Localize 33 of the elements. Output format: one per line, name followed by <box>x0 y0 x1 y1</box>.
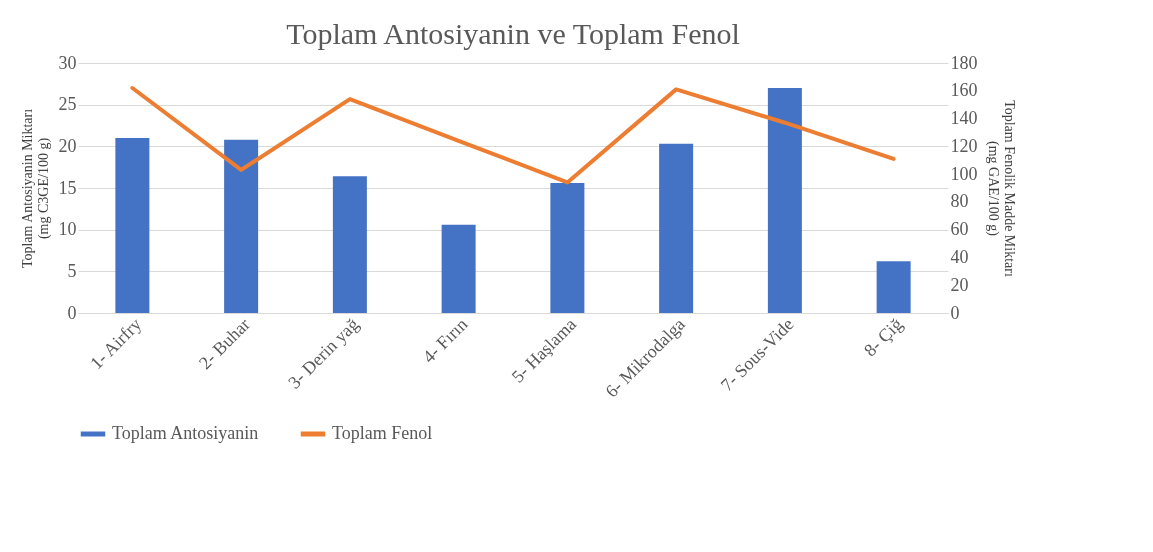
y-tick-label: 30 <box>58 52 77 73</box>
y2-tick-label: 100 <box>950 163 978 184</box>
legend-label: Toplam Fenol <box>332 423 433 443</box>
y2-tick-label: 180 <box>950 52 978 73</box>
y-tick-label: 15 <box>58 177 77 198</box>
y2-tick-label: 160 <box>950 80 978 101</box>
y2-tick-label: 0 <box>950 302 960 323</box>
y-tick-label: 0 <box>67 302 77 323</box>
bar <box>441 224 476 313</box>
bar <box>550 183 585 313</box>
y2-tick-label: 140 <box>950 108 978 129</box>
y-tick-label: 20 <box>58 135 77 156</box>
legend-label: Toplam Antosiyanin <box>112 423 259 443</box>
line-series <box>130 86 896 185</box>
x-tick-label: 4- Fırın <box>418 314 472 367</box>
bar <box>115 138 150 313</box>
y-axis-title: Toplam Antosiyanin Miktarı (mg C3GE/100 g) <box>19 108 52 269</box>
bar <box>224 139 259 313</box>
bar <box>332 176 367 313</box>
y2-tick-label: 40 <box>950 246 969 267</box>
chart-title: Toplam Antosiyanin ve Toplam Fenol <box>286 17 740 50</box>
y-tick-label: 25 <box>58 94 77 115</box>
y2-tick-label: 120 <box>950 135 978 156</box>
y2-tick-label: 80 <box>950 191 969 212</box>
bar <box>659 143 694 313</box>
x-tick-label: 8- Çiğ <box>860 314 907 361</box>
y-tick-label: 10 <box>58 219 77 240</box>
y-tick-label: 5 <box>67 260 77 281</box>
bar <box>876 261 911 313</box>
y2-axis-title: Toplam Fenolik Madde Miktarı (mg GAE/100 g) <box>984 100 1017 277</box>
y2-tick-label: 60 <box>950 219 969 240</box>
bar <box>767 88 802 313</box>
y2-tick-label: 20 <box>950 274 969 295</box>
